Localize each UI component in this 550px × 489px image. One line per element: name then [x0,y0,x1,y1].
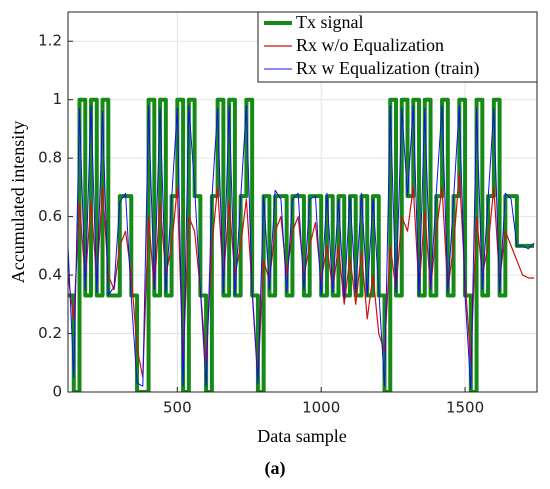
y-tick-label: 0.6 [38,207,62,225]
x-tick-label: 500 [163,399,192,417]
y-tick-label: 0.8 [38,149,62,167]
legend-box [257,11,538,83]
y-tick-label: 1 [52,90,62,108]
x-tick-label: 1500 [446,399,484,417]
caption: (a) [265,458,286,479]
x-tick-label: 1000 [302,399,340,417]
legend-label: Rx w/o Equalization [296,35,444,55]
y-tick-label: 0 [52,383,62,401]
legend-label: Tx signal [296,12,364,32]
y-axis-label: Accumulated intensity [8,121,28,283]
y-tick-label: 0.4 [38,266,62,284]
x-axis-label: Data sample [257,426,346,446]
legend-label: Rx w Equalization (train) [296,58,479,79]
series-line [68,97,535,392]
y-tick-label: 1.2 [38,32,62,50]
series-line [68,105,535,390]
y-tick-label: 0.2 [38,324,62,342]
